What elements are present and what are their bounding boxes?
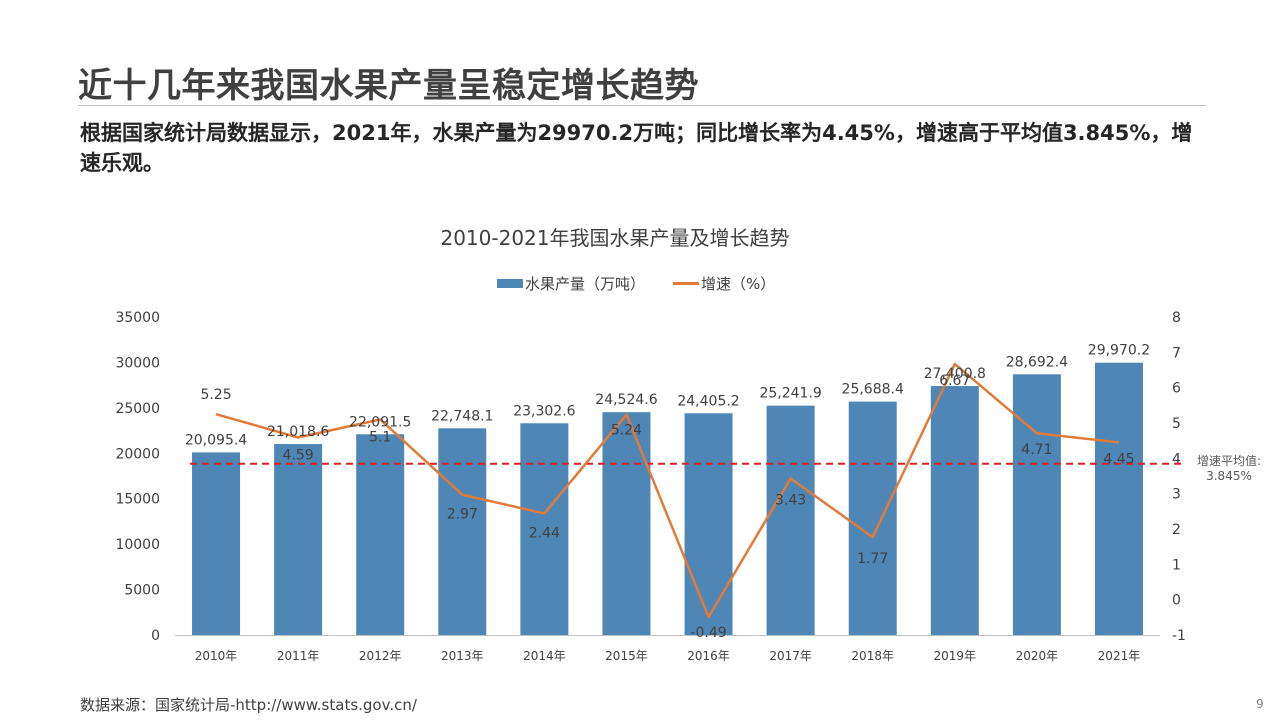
x-tick-label: 2010年: [195, 649, 238, 663]
y-left-tick-label: 30000: [115, 355, 160, 371]
bar-value-label: 24,405.2: [677, 393, 739, 409]
y-left-tick-label: 10000: [115, 537, 160, 553]
legend-bar-swatch-icon: [497, 278, 523, 288]
bar-value-label: 20,095.4: [185, 432, 247, 448]
bar: [520, 423, 569, 635]
growth-value-label: 2.97: [447, 507, 478, 523]
data-source: 数据来源：国家统计局-http://www.stats.gov.cn/: [80, 696, 417, 714]
y-right-tick-label: 4: [1172, 451, 1181, 467]
x-tick-label: 2019年: [934, 649, 977, 663]
growth-value-label: 3.43: [775, 492, 806, 508]
title-divider: [78, 105, 1206, 106]
legend-item-production: 水果产量（万吨）: [497, 273, 645, 294]
page-number: 9: [1256, 697, 1264, 711]
x-tick-label: 2013年: [441, 649, 484, 663]
average-label: 增速平均值: 3.845%: [1190, 454, 1268, 484]
y-right-tick-label: 2: [1172, 522, 1181, 538]
legend-line-swatch-icon: [673, 281, 700, 285]
y-left-tick-label: 25000: [115, 401, 160, 417]
bar: [848, 401, 897, 635]
y-right-tick-label: 1: [1172, 557, 1181, 573]
legend-item-growth: 增速（%）: [673, 273, 775, 294]
bar-value-label: 29,970.2: [1088, 343, 1150, 359]
y-right-tick-label: 0: [1172, 593, 1181, 609]
bar: [684, 413, 733, 635]
bar: [766, 405, 815, 635]
bar: [1094, 362, 1143, 635]
growth-line: [215, 362, 1120, 619]
bar: [438, 428, 487, 635]
x-tick-label: 2011年: [277, 649, 320, 663]
chart-legend: 水果产量（万吨） 增速（%）: [497, 272, 803, 294]
growth-value-label: 4.59: [283, 447, 314, 463]
bar: [192, 452, 241, 635]
growth-value-label: -0.49: [690, 625, 726, 641]
y-right-tick-label: 5: [1172, 416, 1181, 432]
x-tick-label: 2020年: [1016, 649, 1059, 663]
bar-value-label: 25,688.4: [842, 382, 904, 398]
bar-value-label: 21,018.6: [267, 424, 329, 440]
legend-label-growth: 增速（%）: [701, 274, 776, 293]
x-tick-label: 2018年: [851, 649, 894, 663]
growth-value-label: 5.25: [200, 387, 231, 403]
y-right-tick-label: 6: [1172, 381, 1181, 397]
growth-value-label: 5.1: [369, 429, 391, 445]
bar-value-label: 28,692.4: [1006, 354, 1068, 370]
growth-value-label: 5.24: [611, 423, 642, 439]
page-subtitle: 根据国家统计局数据显示，2021年，水果产量为29970.2万吨；同比增长率为4…: [80, 121, 1193, 175]
average-label-value: 3.845%: [1206, 469, 1252, 483]
y-left-tick-label: 20000: [115, 446, 160, 462]
growth-value-label: 4.45: [1103, 451, 1134, 467]
growth-value-label: 2.44: [529, 525, 560, 541]
x-tick-label: 2012年: [359, 649, 402, 663]
bar-value-label: 25,241.9: [759, 386, 821, 402]
bar-value-label: 23,302.6: [513, 403, 575, 419]
y-left-tick-label: 35000: [115, 310, 160, 326]
chart-title: 2010-2021年我国水果产量及增长趋势: [440, 226, 790, 250]
y-left-tick-label: 0: [151, 628, 160, 644]
bar: [1012, 374, 1061, 635]
x-tick-label: 2014年: [523, 649, 566, 663]
y-left-tick-label: 5000: [124, 583, 160, 599]
growth-value-label: 6.67: [939, 373, 970, 389]
page-title: 近十几年来我国水果产量呈稳定增长趋势: [78, 66, 699, 106]
y-right-tick-label: 3: [1172, 487, 1181, 503]
bar: [930, 386, 979, 635]
growth-value-label: 4.71: [1021, 442, 1052, 458]
y-right-tick-label: -1: [1172, 628, 1186, 644]
legend-label-production: 水果产量（万吨）: [525, 274, 646, 293]
x-tick-label: 2021年: [1098, 649, 1141, 663]
x-tick-label: 2015年: [605, 649, 648, 663]
bar-value-label: 27,400.8: [924, 366, 986, 382]
bar-value-label: 24,524.6: [595, 392, 657, 408]
y-left-tick-label: 15000: [115, 492, 160, 508]
growth-value-label: 1.77: [857, 551, 888, 567]
bar: [274, 444, 323, 635]
bar-value-label: 22,748.1: [431, 408, 493, 424]
bar: [602, 412, 651, 635]
bar-value-label: 22,091.5: [349, 414, 411, 430]
average-label-text: 增速平均值:: [1196, 454, 1262, 468]
y-right-tick-label: 7: [1172, 345, 1181, 361]
x-tick-label: 2017年: [769, 649, 812, 663]
y-right-tick-label: 8: [1172, 310, 1181, 326]
bar: [356, 434, 405, 635]
x-tick-label: 2016年: [687, 649, 730, 663]
